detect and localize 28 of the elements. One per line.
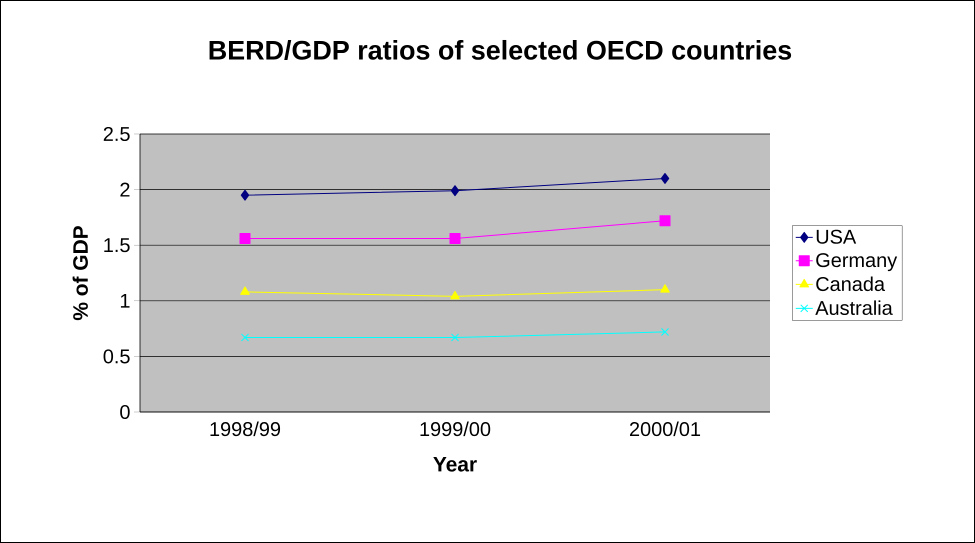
point (450, 333, 460, 342)
y-tick-label: 0.5 (104, 349, 130, 364)
point (240, 286, 250, 295)
legend-label: USA (816, 230, 856, 244)
x-tick-label: 1999/00 (420, 422, 490, 436)
point (660, 284, 670, 293)
legend-label: Australia (815, 300, 893, 316)
point (450, 185, 460, 196)
point (450, 233, 461, 244)
y-tick-label: 2 (120, 182, 130, 197)
x-tick-label: 1998/99 (210, 422, 280, 436)
y-tick-label: 2.5 (104, 126, 130, 142)
y-tick-label: 1.5 (104, 238, 130, 252)
y-tick-label: 0 (120, 404, 130, 420)
y-axis-title: % of GDP (72, 226, 88, 320)
point (240, 333, 250, 342)
legend-label: Germany (816, 253, 898, 272)
point (660, 172, 670, 184)
legend-label: Canada (816, 276, 886, 292)
point (240, 190, 250, 201)
y-tick-label: 1 (120, 294, 130, 308)
point (450, 290, 460, 300)
x-tick-label: 2000/01 (630, 422, 700, 436)
point (660, 215, 671, 226)
point (660, 328, 670, 336)
point (240, 233, 250, 244)
x-axis-title: Year (433, 456, 477, 472)
chart-title: BERD/GDP ratios of selected OECD countries (210, 40, 792, 60)
